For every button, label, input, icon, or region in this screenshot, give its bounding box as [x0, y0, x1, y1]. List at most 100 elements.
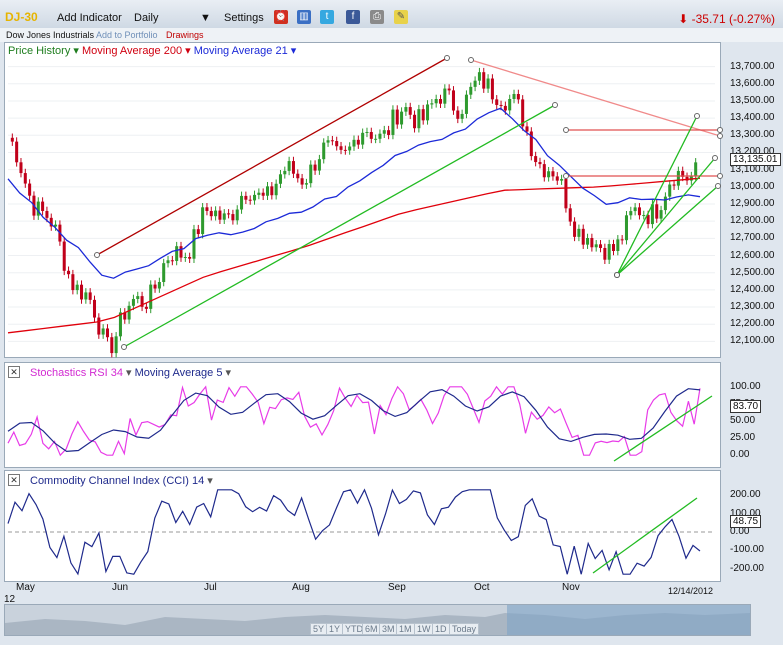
settings-button[interactable]: Settings	[224, 12, 264, 24]
candle-body	[105, 328, 109, 338]
legend-ma21[interactable]: Moving Average 21	[193, 45, 288, 57]
cci-y-tick: 200.00	[730, 489, 761, 501]
candle-body	[62, 241, 66, 271]
range-1w-button[interactable]: 1W	[414, 623, 434, 635]
candle-body	[694, 162, 698, 177]
range-ytd-button[interactable]: YTD	[342, 623, 366, 635]
candle-body	[214, 210, 218, 217]
price-y-tick: 12,400.00	[730, 283, 775, 295]
trendline-cci	[592, 497, 698, 574]
candle-body	[469, 86, 473, 95]
candle-body	[382, 130, 386, 134]
interval-select[interactable]: Daily	[134, 12, 159, 24]
candle-body	[594, 244, 598, 248]
stoch-y-tick: 50.00	[730, 415, 756, 426]
candle-body	[443, 88, 447, 104]
trendline-handle	[715, 183, 721, 189]
price-y-tick: 12,700.00	[730, 232, 775, 244]
candle-body	[672, 184, 676, 186]
candle-body	[92, 299, 97, 318]
stoch-y-tick: 25.00	[730, 432, 756, 444]
print-icon[interactable]: ⎙	[370, 10, 384, 24]
close-cci-icon[interactable]: ✕	[8, 474, 20, 486]
candle-body	[322, 142, 326, 160]
range-1d-button[interactable]: 1D	[432, 623, 450, 635]
candle-body	[352, 139, 356, 147]
candle-body	[573, 221, 577, 237]
candle-body	[586, 238, 590, 245]
legend-price-history[interactable]: Price History	[8, 45, 71, 57]
legend-ma200[interactable]: Moving Average 200	[81, 45, 183, 57]
trendline-handle	[468, 57, 474, 63]
legend-stoch-ma[interactable]: Moving Average 5	[134, 367, 223, 379]
legend-cci[interactable]: Commodity Channel Index (CCI) 14	[30, 475, 205, 487]
chevron-down-icon[interactable]: ▼	[200, 12, 211, 24]
candle-body	[464, 94, 468, 114]
candle-body	[339, 146, 343, 150]
candle-body	[646, 215, 650, 225]
candle-body	[335, 141, 339, 147]
candle-body	[179, 246, 183, 258]
candle-body	[495, 99, 499, 105]
trendline-fan-3	[616, 157, 716, 276]
candle-body	[676, 170, 680, 186]
candle-body	[568, 208, 572, 222]
compare-icon[interactable]: ▥	[297, 10, 311, 24]
candle-body	[356, 139, 360, 145]
month-jul: Jul	[204, 582, 217, 593]
candle-body	[508, 98, 512, 111]
candle-body	[166, 260, 170, 264]
trendline-resistance	[470, 59, 721, 137]
note-icon[interactable]: ✎	[394, 10, 408, 24]
candle-body	[685, 176, 689, 181]
trendline-handle	[94, 252, 100, 258]
cci-panel[interactable]	[4, 470, 721, 582]
candle-body	[28, 183, 32, 196]
price-y-tick: 13,300.00	[730, 129, 775, 141]
candle-body	[365, 131, 369, 133]
candle-body	[144, 306, 148, 309]
candle-body	[681, 170, 685, 177]
drawings-link[interactable]: Drawings	[166, 30, 204, 40]
candle-body	[655, 204, 659, 219]
add-indicator-button[interactable]: Add Indicator	[57, 12, 122, 24]
candle-body	[607, 244, 611, 260]
range-1m-button[interactable]: 1M	[396, 623, 415, 635]
candle-body	[581, 228, 585, 245]
range-3m-button[interactable]: 3M	[379, 623, 398, 635]
twitter-icon[interactable]: t	[320, 10, 334, 24]
range-5y-button[interactable]: 5Y	[310, 623, 328, 635]
add-to-portfolio-link[interactable]: Add to Portfolio	[96, 30, 158, 40]
candle-body	[590, 238, 594, 248]
series-stoch-ma-line	[7, 388, 701, 453]
range-6m-button[interactable]: 6M	[362, 623, 381, 635]
candle-body	[633, 207, 637, 212]
price-y-tick: 13,100.00	[730, 163, 775, 175]
month-oct: Oct	[474, 582, 490, 593]
series-ma200-line	[7, 177, 701, 334]
trendline-fan-2	[616, 185, 719, 276]
facebook-icon[interactable]: f	[346, 10, 360, 24]
candle-body	[616, 239, 620, 252]
price-legend: Price History ▾ Moving Average 200 ▾ Mov…	[8, 45, 297, 57]
trendline-handle	[444, 55, 450, 61]
candle-body	[413, 114, 417, 129]
candle-body	[538, 162, 542, 165]
price-y-tick: 12,500.00	[730, 266, 775, 278]
price-y-tick: 13,600.00	[730, 77, 775, 89]
range-1y-button[interactable]: 1Y	[326, 623, 344, 635]
price-panel[interactable]	[4, 42, 721, 358]
stoch-y-tick: 0.00	[730, 449, 750, 461]
candle-body	[136, 296, 140, 299]
candle-body	[521, 99, 525, 127]
legend-stoch-rsi[interactable]: Stochastics RSI 34	[30, 367, 123, 379]
stoch-panel[interactable]	[4, 362, 721, 468]
range-today-button[interactable]: Today	[449, 623, 480, 635]
candle-body	[387, 130, 391, 135]
candle-body	[300, 178, 304, 185]
alarm-icon[interactable]: ⏰	[274, 10, 288, 24]
price-y-tick: 12,800.00	[730, 215, 775, 227]
candle-body	[235, 209, 239, 221]
candle-body	[201, 207, 205, 235]
close-stoch-icon[interactable]: ✕	[8, 366, 20, 378]
